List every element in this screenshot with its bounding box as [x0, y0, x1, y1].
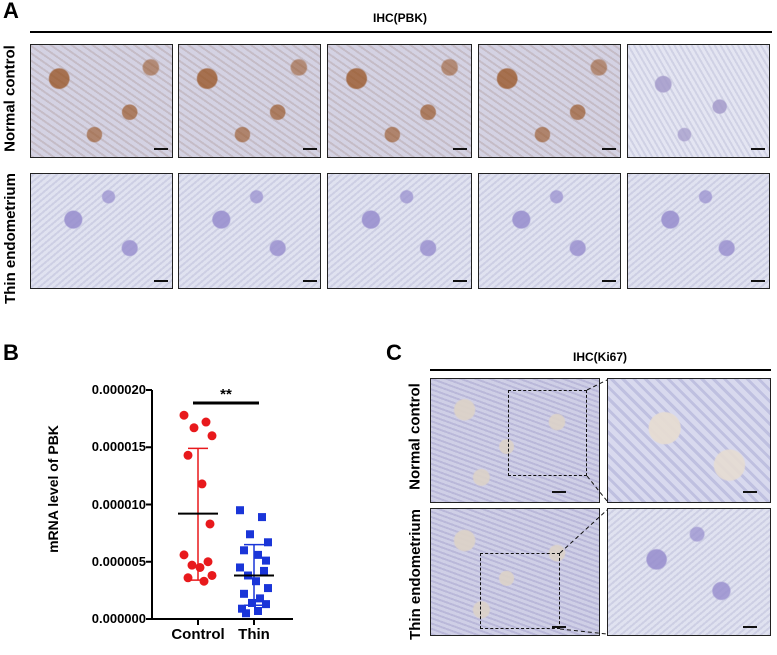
data-point-control	[205, 519, 215, 529]
data-point-thin	[262, 600, 270, 609]
data-point-control	[207, 570, 217, 580]
panel-c-letter: C	[386, 340, 402, 365]
ihc-pbk-normal-image-4	[478, 44, 621, 158]
ihc-pbk-thin-image-2	[178, 173, 321, 289]
data-point-control	[207, 431, 217, 441]
ihc-pbk-normal-image-1	[30, 44, 173, 158]
scale-bar	[154, 148, 168, 150]
ihc-ki67-normal-image	[430, 378, 600, 503]
chart-x-tick-label: Control	[171, 626, 225, 643]
data-point-thin	[256, 594, 264, 603]
panel-a-header: IHC(PBK)	[373, 11, 427, 25]
ihc-pbk-normal-image-5	[627, 44, 770, 158]
ihc-pbk-normal-image-2	[178, 44, 321, 158]
ihc-ki67-normal-zoom-image	[607, 378, 771, 503]
data-point-thin	[248, 598, 256, 607]
ihc-pbk-thin-image-1	[30, 173, 173, 289]
data-point-control	[197, 479, 207, 489]
data-point-control	[189, 423, 199, 433]
scale-bar	[751, 148, 765, 150]
data-point-thin	[236, 506, 244, 515]
data-point-thin	[264, 538, 272, 547]
ihc-pbk-normal-image-3	[327, 44, 472, 158]
data-point-thin	[246, 530, 254, 539]
zoom-region-box	[508, 390, 587, 476]
data-point-control	[203, 557, 213, 567]
data-point-control	[187, 560, 197, 570]
panel-c-header: IHC(Ki67)	[572, 350, 627, 364]
panel-a-header-line	[30, 31, 772, 33]
chart-y-tick-label: 0.000000	[91, 611, 146, 626]
panel-a-letter: A	[3, 0, 19, 23]
chart-y-tick-label: 0.000005	[91, 553, 146, 569]
data-point-thin	[254, 550, 262, 559]
scale-bar	[743, 491, 757, 493]
panel-c-header-line	[430, 369, 771, 371]
data-point-control	[199, 576, 209, 586]
scale-bar	[602, 148, 616, 150]
data-point-thin	[258, 513, 266, 522]
data-point-control	[183, 573, 193, 583]
scale-bar	[303, 280, 317, 282]
scale-bar	[453, 280, 467, 282]
scale-bar	[743, 626, 757, 628]
chart-y-tick-label: 0.000010	[91, 496, 146, 512]
data-point-thin	[262, 556, 270, 565]
significance-label: **	[220, 386, 232, 403]
data-point-thin	[238, 604, 246, 613]
data-point-thin	[254, 606, 262, 615]
data-point-thin	[240, 546, 248, 555]
scale-bar	[751, 280, 765, 282]
ihc-pbk-thin-image-4	[478, 173, 621, 289]
chart-y-tick-label: 0.000015	[91, 439, 146, 455]
zoom-region-box	[480, 553, 560, 629]
scale-bar	[303, 148, 317, 150]
scale-bar	[154, 280, 168, 282]
data-point-control	[183, 450, 193, 460]
ihc-pbk-thin-image-5	[627, 173, 770, 289]
scale-bar	[552, 491, 566, 493]
data-point-thin	[240, 589, 248, 598]
data-point-thin	[260, 566, 268, 575]
chart-x-tick-label: Thin	[238, 626, 270, 643]
scale-bar	[552, 626, 566, 628]
data-point-thin	[242, 609, 250, 618]
ihc-pbk-thin-image-3	[327, 173, 472, 289]
panel-b-letter: B	[3, 340, 19, 365]
ihc-ki67-thin-image	[430, 508, 600, 636]
data-point-control	[179, 410, 189, 420]
chart-y-tick-label: 0.000020	[91, 382, 146, 397]
data-point-control	[179, 550, 189, 560]
scale-bar	[453, 148, 467, 150]
data-point-thin	[264, 584, 272, 593]
data-point-control	[195, 562, 205, 572]
scale-bar	[602, 280, 616, 282]
data-point-thin	[236, 563, 244, 572]
ihc-ki67-thin-zoom-image	[607, 508, 771, 636]
data-point-thin	[252, 577, 260, 586]
data-point-control	[201, 417, 211, 427]
